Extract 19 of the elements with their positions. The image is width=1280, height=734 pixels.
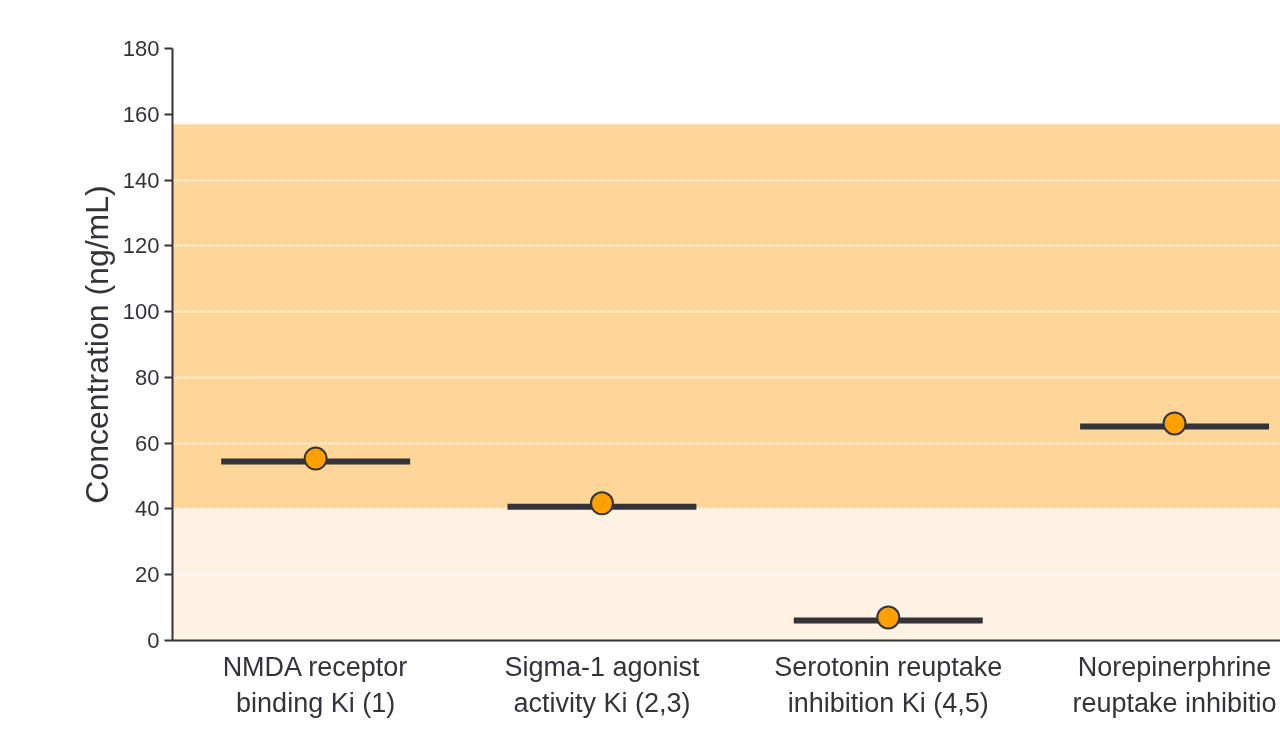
- y-tick-label: 80: [135, 364, 160, 390]
- y-axis-title: Concentration (ng/mL): [78, 185, 115, 504]
- y-tick-label: 140: [122, 167, 160, 193]
- y-tick-label: 20: [135, 562, 160, 588]
- x-tick-label: Sigma-1 agonist activity Ki (2,3): [504, 651, 701, 718]
- y-tick-label: 60: [135, 430, 160, 456]
- point: [303, 446, 328, 471]
- point: [876, 605, 901, 630]
- y-tick-label: 0: [147, 628, 160, 653]
- x-tick-label: Serotonin reuptake inhibition Ki (4,5): [774, 651, 1003, 718]
- x-tick-label: NMDA receptor binding Ki (1): [222, 651, 408, 718]
- y-tick-label: 100: [122, 299, 160, 325]
- y-tick-label: 180: [122, 36, 160, 61]
- y-tick-label: 160: [122, 101, 160, 127]
- x-tick-label: Norepinerphrine reuptake inhibitio: [1072, 651, 1277, 718]
- point: [589, 491, 614, 516]
- y-tick-label: 40: [135, 496, 160, 522]
- point: [1162, 411, 1187, 436]
- y-tick-label: 120: [122, 233, 160, 259]
